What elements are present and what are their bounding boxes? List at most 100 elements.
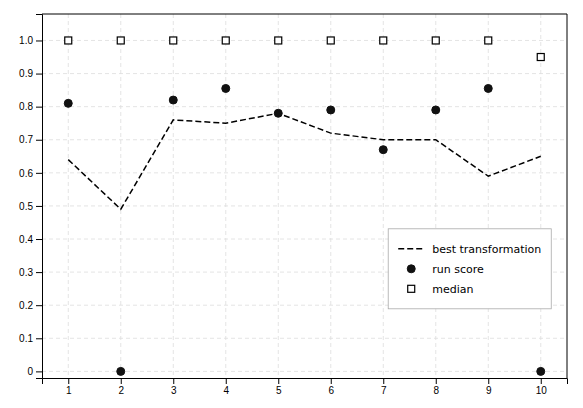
y-tick-label: 0.4	[19, 234, 33, 245]
y-tick: 0.1	[19, 333, 42, 344]
y-tick: 0.6	[19, 168, 42, 179]
grid-line-y	[42, 205, 567, 206]
y-tick: 0.3	[19, 267, 42, 278]
x-tick: 5	[276, 378, 282, 396]
x-tick-mark	[68, 378, 69, 384]
circle-point	[64, 99, 72, 107]
y-tick-mark	[36, 173, 42, 174]
grid-line-y	[42, 172, 567, 173]
legend: best transformation run score median	[388, 229, 551, 309]
grid-line-x	[225, 14, 226, 378]
x-tick: 4	[223, 378, 229, 396]
x-tick-mark	[173, 378, 174, 384]
y-axis: 0 0.1 0.2 0.3 0.4 0.5 0.6 0.7 0.8 0.9 1.0	[19, 15, 42, 379]
y-tick-mark	[36, 40, 42, 41]
x-tick: 1	[66, 378, 72, 396]
y-tick-label: 0.2	[19, 300, 33, 311]
y-tick-label: 0	[27, 366, 33, 377]
y-tick-label: 1.0	[19, 35, 33, 46]
x-tick-mark	[383, 378, 384, 384]
square-point	[537, 54, 544, 61]
y-tick-label: 0.9	[19, 68, 33, 79]
grid-line-x	[540, 14, 541, 378]
grid	[42, 14, 567, 378]
legend-label: median	[432, 283, 473, 296]
y-tick-mark	[36, 206, 42, 207]
circle-point	[169, 96, 177, 104]
y-tick-mark	[36, 305, 42, 306]
grid-line-y	[42, 338, 567, 339]
line	[68, 113, 541, 209]
series	[68, 113, 541, 209]
x-tick-mark	[278, 378, 279, 384]
y-tick-label: 0.7	[19, 134, 33, 145]
square-point	[275, 37, 282, 44]
legend-box	[388, 229, 551, 309]
circle-point	[379, 146, 387, 154]
grid-line-x	[488, 14, 489, 378]
x-tick-label: 9	[486, 385, 492, 396]
x-tick-label: 4	[223, 385, 229, 396]
y-tick-label: 0.5	[19, 201, 33, 212]
y-axis-line	[36, 15, 43, 379]
x-tick-label: 5	[276, 385, 282, 396]
x-tick-label: 8	[433, 385, 439, 396]
circle-point	[274, 109, 282, 117]
y-tick-mark	[36, 371, 42, 372]
y-tick-label: 0.1	[19, 333, 33, 344]
x-tick-label: 3	[171, 385, 177, 396]
y-tick: 0.4	[19, 234, 42, 245]
x-tick: 8	[433, 378, 439, 396]
marks	[64, 37, 545, 375]
x-tick: 10	[536, 378, 548, 396]
square-point	[327, 37, 334, 44]
x-tick: 9	[486, 378, 492, 396]
legend-label: best transformation	[432, 243, 541, 256]
plot-area: 1 2 3 4 5 6 7 8 9 10 0 0.1 0.2 0.3 0.4 0.5 0.6 0.7 0.8 0.9 1…	[19, 14, 567, 396]
circle-point	[484, 84, 492, 92]
x-tick: 7	[381, 378, 387, 396]
legend-swatch	[398, 248, 424, 250]
grid-line-y	[42, 73, 567, 74]
x-tick: 3	[171, 378, 177, 396]
y-tick: 0	[27, 366, 42, 377]
frame-right	[567, 14, 568, 378]
x-tick-label: 1	[66, 385, 72, 396]
x-tick-mark	[226, 378, 227, 384]
legend-swatch	[408, 285, 415, 292]
grid-line-x	[120, 14, 121, 378]
y-tick-mark	[36, 239, 42, 240]
frame-top	[42, 14, 567, 15]
grid-line-x	[383, 14, 384, 378]
y-tick: 0.9	[19, 68, 42, 79]
legend-swatch	[407, 265, 415, 273]
chart: 1 2 3 4 5 6 7 8 9 10 0 0.1 0.2 0.3 0.4 0.5 0.6 0.7 0.8 0.9 1…	[0, 0, 583, 408]
legend-item: run score	[407, 263, 484, 276]
x-tick-mark	[541, 378, 542, 384]
grid-line-y	[42, 106, 567, 107]
x-tick-mark	[436, 378, 437, 384]
square-point	[380, 37, 387, 44]
circle-point	[327, 106, 335, 114]
y-tick: 0.8	[19, 101, 42, 112]
grid-line-x	[330, 14, 331, 378]
y-tick-label: 0.6	[19, 168, 33, 179]
legend-item: median	[408, 283, 474, 296]
square-point	[65, 37, 72, 44]
y-tick-mark	[36, 338, 42, 339]
y-tick-mark	[36, 140, 42, 141]
x-tick-mark	[488, 378, 489, 384]
y-tick-mark	[36, 107, 42, 108]
x-tick: 6	[328, 378, 334, 396]
x-axis-line	[43, 379, 568, 385]
y-tick-mark	[36, 74, 42, 75]
circle-point	[222, 84, 230, 92]
x-tick-label: 7	[381, 385, 387, 396]
y-tick: 0.7	[19, 134, 42, 145]
grid-line-x	[68, 14, 69, 378]
y-tick-mark	[36, 272, 42, 273]
grid-line-x	[278, 14, 279, 378]
square-point	[432, 37, 439, 44]
square-point	[117, 37, 124, 44]
x-tick-label: 2	[118, 385, 124, 396]
